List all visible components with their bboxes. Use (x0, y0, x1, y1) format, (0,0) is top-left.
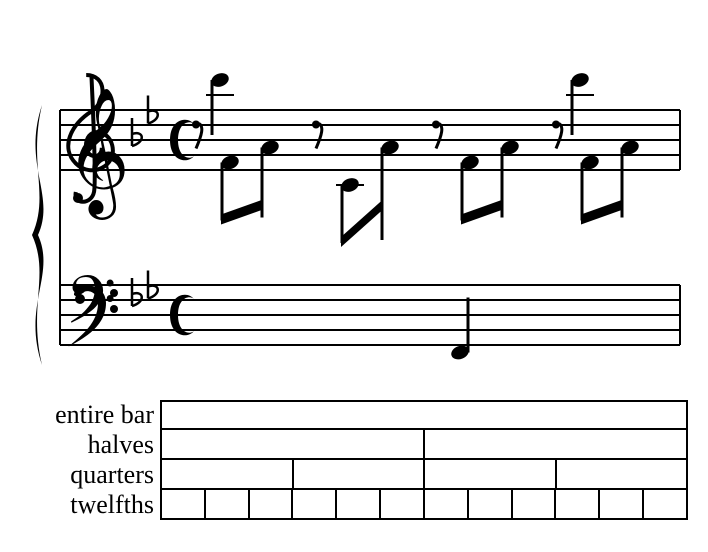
grid-cell (600, 490, 644, 520)
grid-cell (644, 490, 688, 520)
grid-cell (513, 490, 557, 520)
grid-cells (160, 400, 688, 430)
grid-cell (162, 430, 425, 460)
grid-cell (425, 430, 688, 460)
grid-label: twelfths (20, 490, 160, 520)
grid-row: halves (20, 430, 688, 460)
grid-cell (250, 490, 294, 520)
grid-label: quarters (20, 460, 160, 490)
grid-row: entire bar (20, 400, 688, 430)
grid-cell (556, 490, 600, 520)
grid-cell (337, 490, 381, 520)
grid-cell (162, 400, 688, 430)
svg-text:𝄢: 𝄢 (65, 266, 116, 354)
grid-cell (425, 460, 557, 490)
grid-cell (293, 490, 337, 520)
grid-cells (160, 490, 688, 520)
grid-cell (557, 460, 689, 490)
grid-cell (162, 490, 206, 520)
grid-label: halves (20, 430, 160, 460)
grid-cells (160, 460, 688, 490)
grid-cell (162, 460, 294, 490)
grid-cell (206, 490, 250, 520)
subdivision-table: entire barhalvesquarterstwelfths (20, 400, 688, 520)
grid-row: twelfths (20, 490, 688, 520)
grid-cells (160, 430, 688, 460)
music-svg: 𝄞𝄢 (20, 20, 688, 380)
grid-row: quarters (20, 460, 688, 490)
grid-label: entire bar (20, 400, 160, 430)
music-score: 𝄞𝄢 (20, 20, 688, 360)
grid-cell (425, 490, 469, 520)
grid-cell (381, 490, 425, 520)
grid-cell (294, 460, 426, 490)
grid-cell (469, 490, 513, 520)
